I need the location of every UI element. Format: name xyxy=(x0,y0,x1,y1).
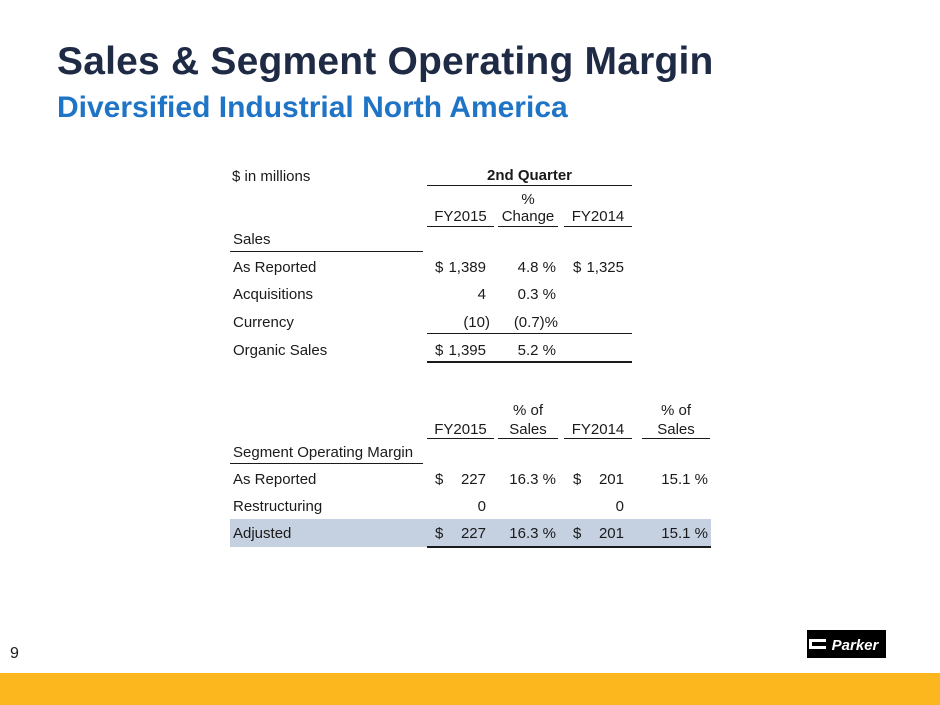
value-pct1: 16.3 % xyxy=(509,525,556,542)
units-label: $ in millions xyxy=(232,168,311,185)
value-fy2015: 4 xyxy=(477,286,486,303)
value-pct2: 15.1 % xyxy=(661,471,708,488)
currency-symbol: $ xyxy=(435,525,444,542)
col-change-line1: % xyxy=(521,191,535,208)
col-pct1-line2: Sales xyxy=(509,421,547,438)
value-fy2015: 227 xyxy=(460,471,486,488)
value-pct2: 15.1 % xyxy=(661,525,708,542)
value-fy2014: 0 xyxy=(615,498,624,515)
period-header-rule xyxy=(427,185,632,186)
value-change: (0.7)% xyxy=(513,314,558,331)
value-fy2015: 227 xyxy=(460,525,486,542)
col-rule xyxy=(498,438,558,439)
table-row-label: As Reported xyxy=(233,259,317,276)
col-rule xyxy=(564,226,632,227)
currency-symbol: $ xyxy=(435,342,444,359)
col-rule xyxy=(427,226,494,227)
col-fy2014: FY2014 xyxy=(571,421,625,438)
value-fy2015: 0 xyxy=(477,498,486,515)
period-header: 2nd Quarter xyxy=(486,167,573,184)
table-row-label: Restructuring xyxy=(233,498,323,515)
col-fy2015: FY2015 xyxy=(434,208,487,225)
logo-wordmark: Parker xyxy=(832,637,880,654)
subtotal-rule xyxy=(427,333,632,334)
col-fy2015: FY2015 xyxy=(434,421,487,438)
table-row-label: Currency xyxy=(233,314,294,331)
value-fy2015: 1,389 xyxy=(448,259,486,276)
currency-symbol: $ xyxy=(435,259,444,276)
page-number: 9 xyxy=(10,645,19,662)
section-rule xyxy=(230,251,423,252)
col-pct2-line2: Sales xyxy=(657,421,695,438)
col-change-line2: Change xyxy=(501,208,555,225)
value-pct1: 16.3 % xyxy=(509,471,556,488)
slide-title: Sales & Segment Operating Margin xyxy=(57,40,714,83)
table-row-label: Acquisitions xyxy=(233,286,314,303)
col-rule xyxy=(498,226,558,227)
parker-logo: Parker xyxy=(807,630,886,658)
value-fy2015: (10) xyxy=(463,314,490,331)
section-rule xyxy=(230,463,423,464)
col-rule xyxy=(427,438,494,439)
col-pct1-line1: % of xyxy=(512,402,543,419)
footer-bar xyxy=(0,673,940,705)
value-fy2014: 1,325 xyxy=(586,259,624,276)
margin-section-label: Segment Operating Margin xyxy=(233,444,414,461)
col-pct2-line1: % of xyxy=(660,402,691,419)
value-fy2014: 201 xyxy=(598,471,624,488)
currency-symbol: $ xyxy=(573,525,582,542)
total-rule xyxy=(427,546,711,548)
currency-symbol: $ xyxy=(573,259,582,276)
col-rule xyxy=(642,438,710,439)
slide-subtitle: Diversified Industrial North America xyxy=(57,91,568,124)
value-fy2014: 201 xyxy=(598,525,624,542)
adjusted-row-highlight xyxy=(230,519,711,547)
table-row-label: Organic Sales xyxy=(233,342,328,359)
value-change: 5.2 % xyxy=(517,342,556,359)
value-change: 4.8 % xyxy=(517,259,556,276)
table-row-label: As Reported xyxy=(233,471,317,488)
value-fy2015: 1,395 xyxy=(448,342,486,359)
sales-section-label: Sales xyxy=(233,231,271,248)
currency-symbol: $ xyxy=(573,471,582,488)
col-rule xyxy=(564,438,632,439)
col-fy2014: FY2014 xyxy=(571,208,625,225)
total-rule xyxy=(427,361,632,363)
parker-logo-icon: Parker xyxy=(807,630,886,658)
table-row-label: Adjusted xyxy=(233,525,292,542)
value-change: 0.3 % xyxy=(517,286,556,303)
currency-symbol: $ xyxy=(435,471,444,488)
